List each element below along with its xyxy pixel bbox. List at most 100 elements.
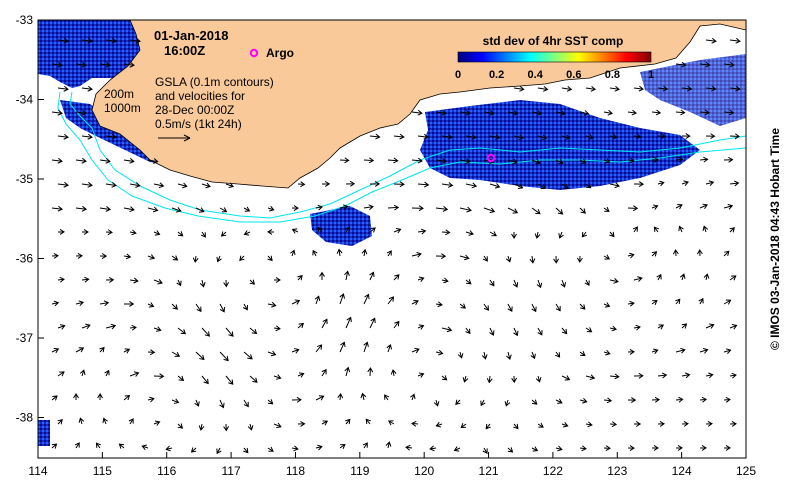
velocity-arrow — [195, 207, 205, 213]
velocity-arrow — [703, 273, 710, 281]
velocity-arrow — [465, 182, 478, 189]
velocity-arrow — [147, 396, 155, 403]
y-tick-label: -33 — [16, 13, 34, 27]
velocity-arrow — [225, 375, 234, 385]
isobath-200m-line — [69, 91, 746, 219]
isobath-1000m-label: 1000m — [104, 101, 141, 115]
velocity-arrow — [105, 323, 117, 330]
velocity-arrow — [696, 249, 703, 257]
velocity-arrow — [507, 447, 514, 453]
velocity-arrow — [220, 231, 227, 237]
velocity-arrow — [315, 344, 323, 353]
velocity-arrow — [553, 255, 560, 264]
velocity-arrow — [507, 110, 519, 116]
velocity-arrow — [129, 182, 141, 188]
velocity-arrow — [387, 420, 395, 426]
velocity-arrow — [339, 157, 350, 164]
velocity-arrow — [393, 133, 405, 140]
velocity-arrow — [702, 225, 709, 233]
velocity-arrow — [441, 133, 453, 140]
velocity-arrow — [267, 350, 277, 357]
velocity-arrow — [321, 420, 329, 426]
velocity-arrow — [393, 320, 400, 329]
isobath-1000m-line — [57, 91, 746, 223]
velocity-arrow — [433, 399, 440, 407]
velocity-arrow — [489, 327, 495, 336]
velocity-arrow — [95, 442, 102, 449]
y-tick-label: -34 — [16, 93, 34, 107]
velocity-arrow — [672, 249, 679, 257]
velocity-arrow — [291, 205, 299, 211]
velocity-arrow — [529, 255, 536, 264]
velocity-arrow — [681, 323, 688, 329]
velocity-arrow — [513, 134, 524, 141]
velocity-arrow — [417, 372, 425, 378]
velocity-arrow — [339, 341, 346, 353]
velocity-arrow — [537, 134, 548, 141]
velocity-arrow — [627, 397, 637, 403]
velocity-arrow — [123, 158, 135, 164]
velocity-arrow — [651, 299, 658, 306]
velocity-arrow — [291, 299, 301, 305]
velocity-arrow — [555, 159, 564, 165]
velocity-arrow — [171, 255, 179, 261]
velocity-arrow — [585, 421, 593, 428]
velocity-arrow — [99, 206, 112, 212]
velocity-arrow — [387, 204, 400, 211]
velocity-arrow — [489, 231, 497, 237]
velocity-arrow — [651, 396, 661, 403]
velocity-arrow — [460, 422, 467, 429]
velocity-arrow — [51, 300, 60, 307]
velocity-arrow — [579, 397, 588, 404]
velocity-arrow — [147, 158, 159, 164]
velocity-arrow — [657, 372, 668, 379]
velocity-arrow — [291, 228, 299, 234]
velocity-arrow — [339, 204, 349, 211]
velocity-arrow — [462, 375, 469, 383]
velocity-arrow — [627, 205, 639, 212]
velocity-arrow — [435, 109, 447, 116]
velocity-arrow — [267, 229, 275, 235]
colorbar-title: std dev of 4hr SST comp — [483, 34, 624, 48]
velocity-arrow — [609, 421, 618, 428]
velocity-arrow — [363, 157, 375, 164]
velocity-arrow — [729, 372, 737, 379]
velocity-arrow — [411, 109, 423, 116]
velocity-arrow — [315, 395, 325, 401]
velocity-arrow — [147, 254, 156, 260]
velocity-arrow — [656, 273, 662, 281]
velocity-arrow — [679, 273, 686, 281]
x-tick-label: 114 — [28, 464, 47, 478]
velocity-arrow — [198, 423, 205, 431]
velocity-arrow — [507, 207, 519, 214]
velocity-arrow — [219, 399, 225, 409]
velocity-arrow — [339, 443, 346, 450]
velocity-arrow — [249, 327, 258, 335]
sst-patch-southwest — [38, 420, 50, 446]
velocity-arrow — [153, 279, 163, 285]
velocity-arrow — [486, 375, 493, 384]
velocity-arrow — [435, 301, 443, 308]
velocity-arrow — [216, 447, 222, 455]
colorbar-tick-label: 0.4 — [528, 69, 544, 81]
velocity-arrow — [627, 348, 635, 355]
velocity-arrow — [579, 445, 587, 452]
velocity-arrow — [141, 444, 149, 451]
velocity-arrow — [51, 395, 58, 401]
velocity-arrow — [123, 61, 135, 68]
velocity-arrow — [393, 181, 405, 188]
x-tick-label: 118 — [286, 464, 305, 478]
velocity-arrow — [267, 255, 273, 262]
gsla-note-line2: and velocities for — [155, 89, 245, 103]
velocity-arrow — [393, 274, 400, 281]
velocity-arrow — [129, 324, 137, 331]
velocity-arrow — [411, 299, 419, 306]
velocity-arrow — [153, 420, 161, 426]
velocity-arrow — [513, 327, 519, 337]
velocity-arrow — [411, 205, 424, 212]
velocity-arrow — [321, 368, 327, 377]
sst-patch-south — [310, 206, 372, 246]
velocity-arrow — [223, 423, 230, 432]
velocity-arrow — [51, 252, 59, 259]
velocity-arrow — [363, 204, 374, 211]
